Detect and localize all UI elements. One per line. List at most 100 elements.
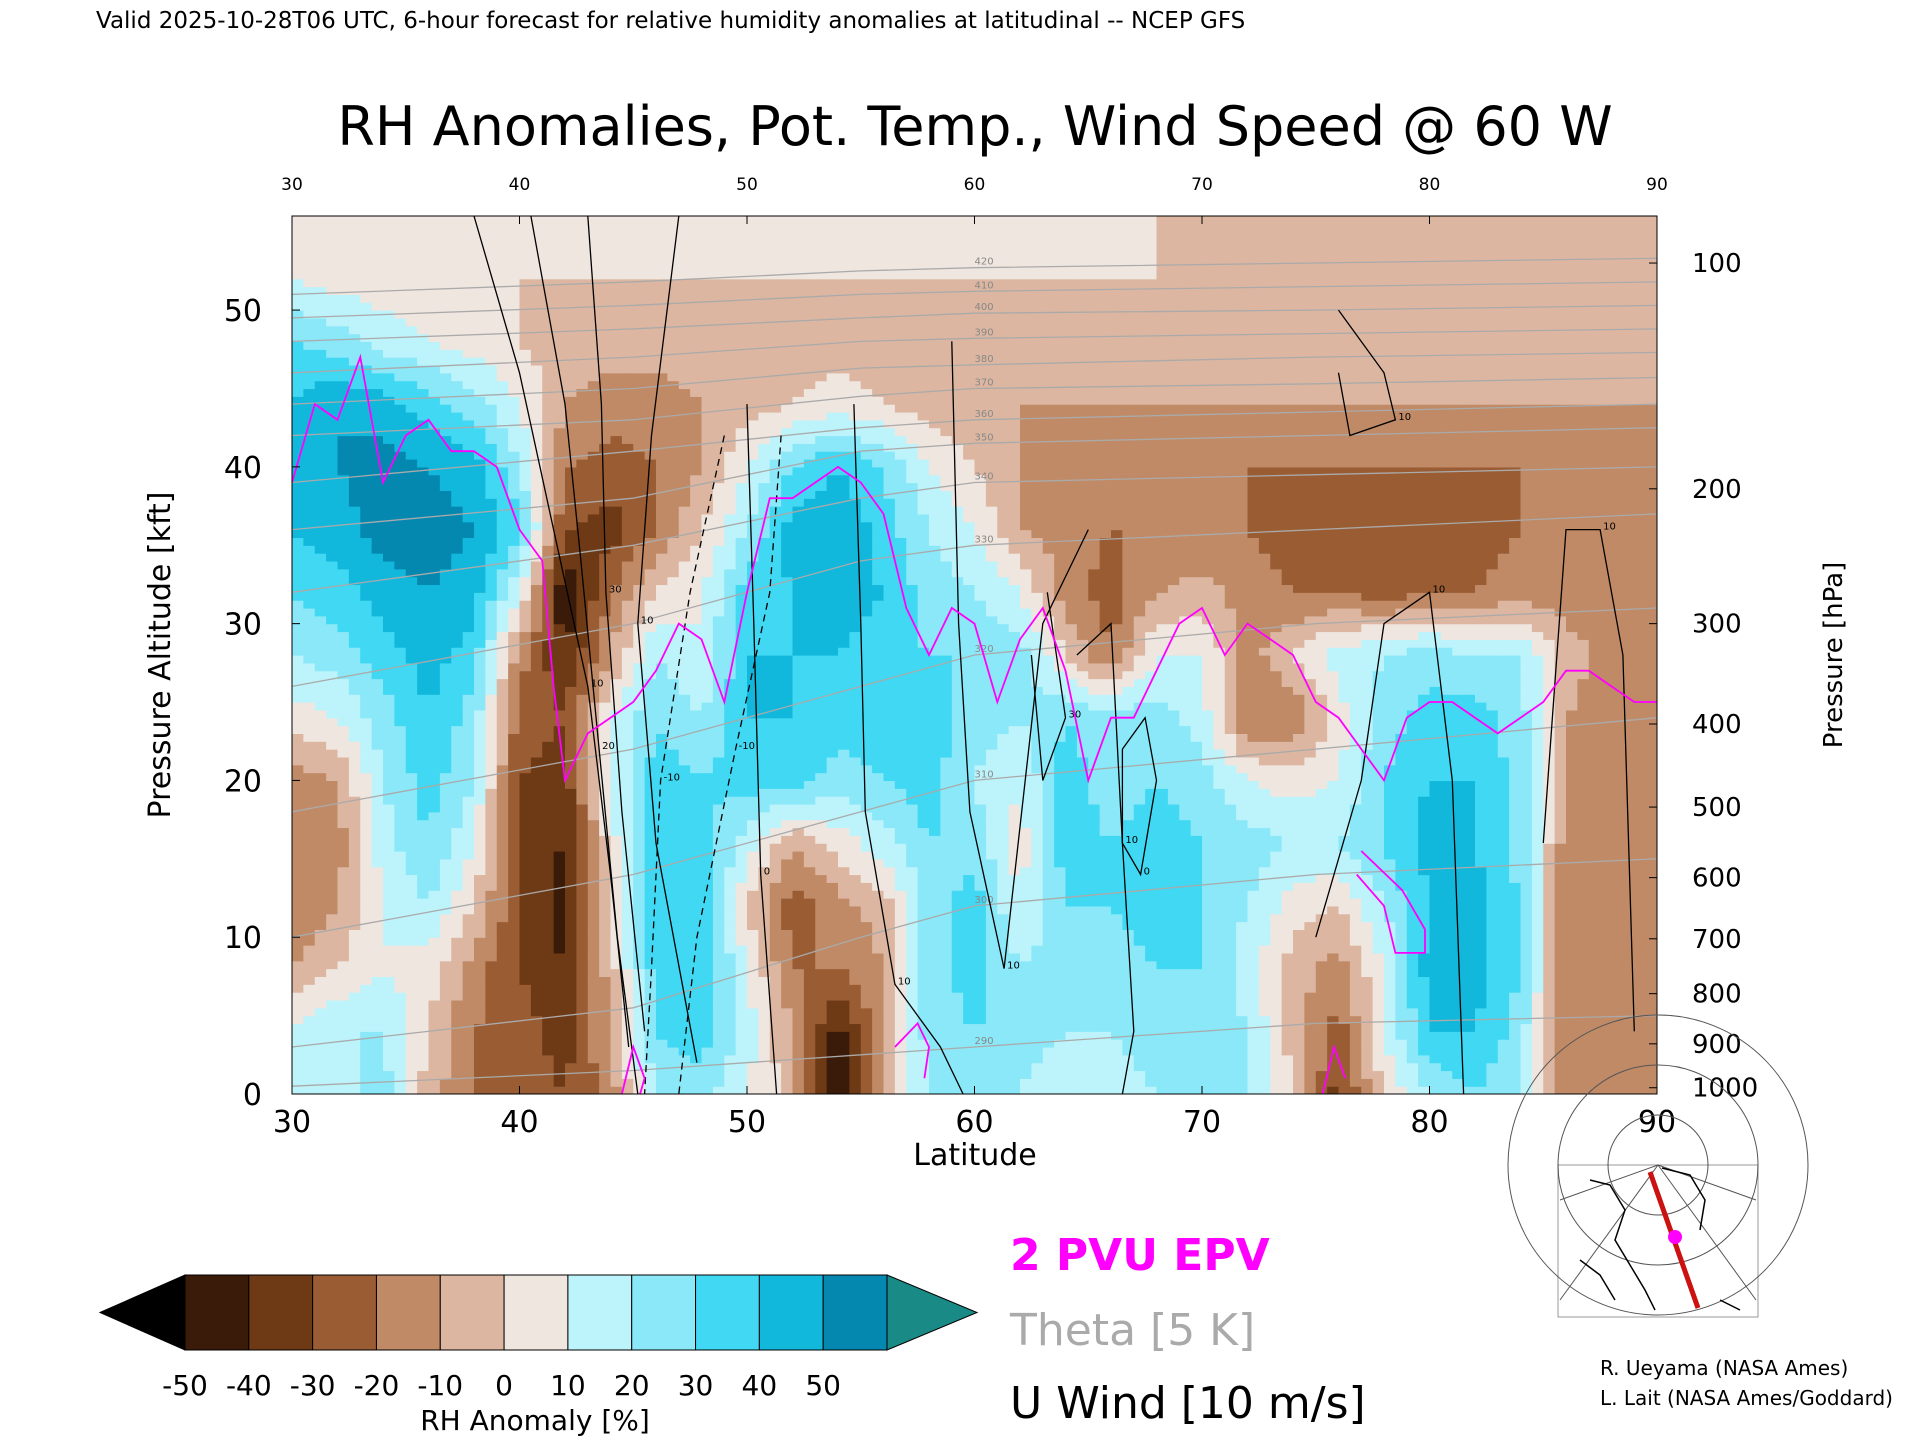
rh-cell	[1509, 905, 1522, 915]
rh-cell	[849, 1062, 862, 1072]
rh-cell	[292, 850, 304, 860]
rh-cell	[576, 992, 589, 1001]
rh-cell	[371, 1031, 384, 1040]
rh-cell	[1099, 858, 1112, 868]
rh-cell	[929, 1046, 941, 1056]
rh-cell	[337, 945, 350, 954]
rh-cell	[1475, 1007, 1487, 1017]
rh-cell	[1645, 827, 1657, 836]
rh-cell	[644, 858, 657, 868]
rh-cell	[1566, 1086, 1578, 1094]
rh-cell	[1190, 999, 1203, 1009]
rh-cell	[792, 850, 805, 860]
rh-cell	[1236, 992, 1249, 1001]
rh-cell	[906, 1007, 919, 1017]
rh-cell	[826, 1046, 839, 1056]
rh-cell	[1099, 1007, 1112, 1017]
rh-cell	[963, 850, 976, 860]
rh-cell	[1167, 929, 1180, 938]
rh-cell	[621, 874, 634, 883]
rh-cell	[508, 1039, 521, 1048]
rh-cell	[1258, 772, 1271, 782]
rh-cell	[303, 1031, 316, 1040]
rh-cell	[371, 1023, 384, 1032]
rh-cell	[1202, 796, 1214, 805]
rh-cell	[1588, 835, 1601, 844]
rh-cell	[576, 882, 589, 891]
rh-cell	[860, 968, 873, 978]
rh-cell	[1202, 968, 1214, 978]
rh-cell	[906, 929, 919, 938]
rh-cell	[1213, 796, 1226, 805]
rh-cell	[690, 999, 703, 1009]
rh-cell	[906, 843, 919, 852]
rh-cell	[1076, 882, 1089, 891]
rh-cell	[1634, 788, 1647, 797]
rh-cell	[1293, 866, 1305, 876]
rh-cell	[826, 811, 839, 821]
rh-cell	[371, 1039, 384, 1048]
rh-cell	[303, 921, 316, 930]
rh-cell	[428, 866, 441, 876]
rh-cell	[1179, 1039, 1192, 1048]
rh-cell	[405, 780, 418, 789]
rh-cell	[508, 890, 521, 899]
rh-cell	[405, 913, 418, 923]
rh-cell	[747, 937, 759, 946]
rh-cell	[1224, 992, 1237, 1001]
rh-cell	[1179, 960, 1192, 970]
rh-cell	[1372, 1086, 1385, 1094]
rh-cell	[553, 898, 566, 907]
rh-cell	[1634, 819, 1647, 829]
rh-cell	[292, 952, 304, 962]
rh-cell	[565, 843, 577, 852]
rh-cell	[1634, 999, 1647, 1009]
rh-cell	[1008, 1078, 1021, 1087]
rh-cell	[769, 1039, 782, 1048]
rh-cell	[701, 780, 714, 789]
rh-cell	[1486, 843, 1499, 852]
rh-cell	[1258, 898, 1271, 907]
rh-cell	[1372, 992, 1385, 1001]
rh-cell	[1588, 1015, 1601, 1025]
rh-cell	[803, 945, 816, 954]
rh-cell	[383, 1023, 395, 1032]
rh-cell	[1281, 1039, 1294, 1048]
rh-cell	[1156, 866, 1169, 876]
rh-cell	[758, 945, 771, 954]
rh-cell	[1361, 1023, 1374, 1032]
rh-cell	[769, 803, 782, 813]
rh-cell	[1588, 905, 1601, 915]
rh-cell	[860, 929, 873, 938]
rh-cell	[1133, 1039, 1146, 1048]
rh-cell	[1293, 1031, 1305, 1040]
rh-cell	[462, 992, 475, 1001]
rh-cell	[1588, 811, 1601, 821]
rh-cell	[1099, 999, 1112, 1009]
rh-cell	[462, 874, 475, 883]
rh-cell	[474, 827, 486, 836]
rh-cell	[1236, 866, 1249, 876]
rh-cell	[792, 858, 805, 868]
rh-cell	[997, 945, 1010, 954]
rh-cell	[394, 866, 407, 876]
rh-cell	[337, 788, 350, 797]
rh-cell	[838, 968, 850, 978]
rh-cell	[1372, 1046, 1385, 1056]
rh-cell	[1361, 811, 1374, 821]
rh-cell	[701, 1031, 714, 1040]
rh-cell	[1042, 929, 1055, 938]
rh-cell	[997, 764, 1010, 774]
rh-cell	[940, 1046, 953, 1056]
rh-cell	[383, 1062, 395, 1072]
rh-cell	[1202, 1007, 1214, 1017]
rh-cell	[530, 1023, 543, 1032]
rh-cell	[1202, 905, 1214, 915]
rh-cell	[1031, 921, 1044, 930]
rh-cell	[1577, 898, 1590, 907]
rh-cell	[678, 890, 691, 899]
rh-cell	[474, 913, 486, 923]
rh-cell	[1042, 1031, 1055, 1040]
rh-cell	[1531, 819, 1544, 829]
rh-cell	[781, 921, 794, 930]
